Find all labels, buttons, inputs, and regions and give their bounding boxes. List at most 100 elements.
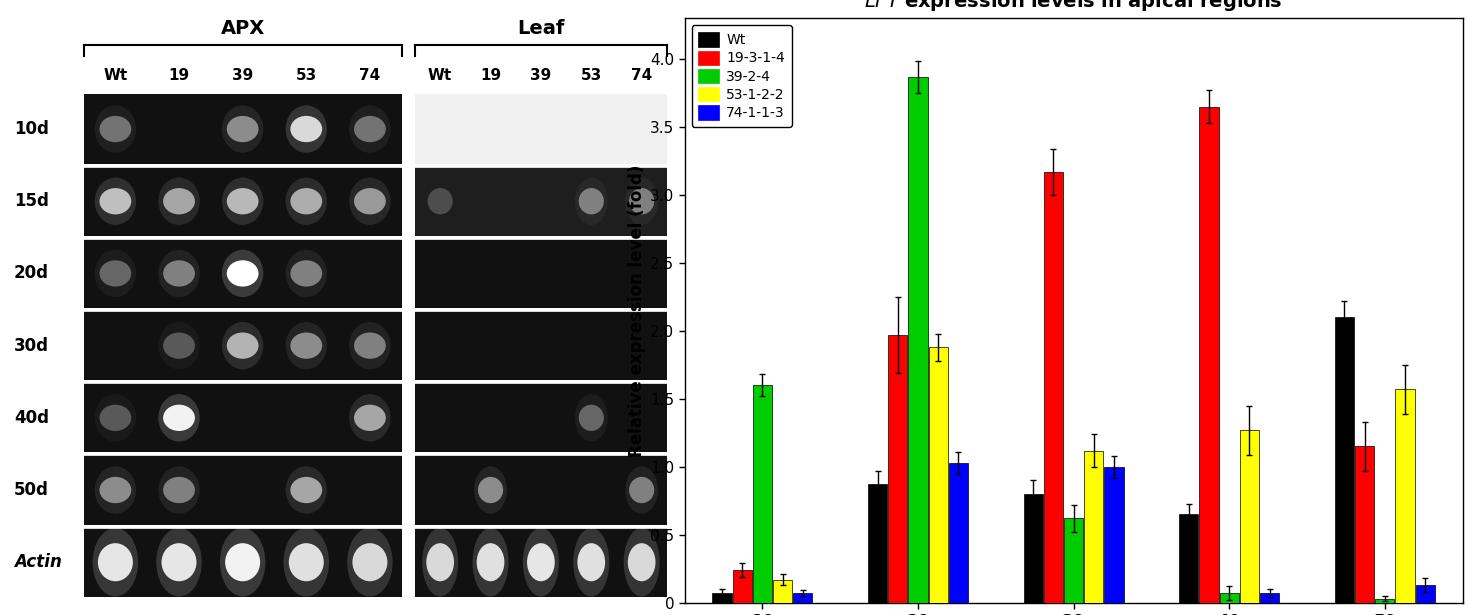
Text: 19: 19 (481, 68, 501, 82)
Bar (84, 528, 401, 597)
Ellipse shape (163, 260, 196, 287)
Text: 30d: 30d (15, 336, 49, 355)
Bar (1220, 593, 1239, 603)
Ellipse shape (629, 477, 654, 503)
Y-axis label: Relative expression level (fold): Relative expression level (fold) (628, 164, 645, 457)
Ellipse shape (350, 178, 391, 225)
Ellipse shape (159, 466, 200, 514)
Ellipse shape (285, 178, 326, 225)
Ellipse shape (226, 333, 259, 359)
Ellipse shape (100, 116, 131, 142)
Ellipse shape (350, 105, 391, 153)
Ellipse shape (100, 477, 131, 503)
Text: 53: 53 (295, 68, 318, 82)
Ellipse shape (159, 178, 200, 225)
Ellipse shape (285, 322, 326, 370)
Ellipse shape (354, 405, 385, 431)
Bar (84, 455, 401, 525)
Bar (1239, 430, 1260, 603)
Bar (1395, 389, 1414, 603)
Bar (415, 455, 667, 525)
Text: 10d: 10d (15, 120, 49, 138)
Ellipse shape (350, 394, 391, 442)
Ellipse shape (579, 188, 604, 215)
Ellipse shape (288, 543, 323, 581)
Ellipse shape (523, 528, 559, 597)
Text: 15d: 15d (15, 192, 49, 210)
Bar (908, 77, 928, 603)
Ellipse shape (428, 188, 453, 215)
Ellipse shape (426, 543, 454, 581)
Ellipse shape (628, 543, 656, 581)
Ellipse shape (94, 178, 137, 225)
Bar (794, 593, 813, 603)
Bar (1044, 172, 1063, 603)
Bar (867, 485, 886, 603)
Ellipse shape (354, 116, 385, 142)
Ellipse shape (159, 394, 200, 442)
Ellipse shape (623, 528, 660, 597)
Ellipse shape (94, 250, 137, 297)
Ellipse shape (528, 543, 554, 581)
Ellipse shape (285, 250, 326, 297)
Bar (1416, 585, 1435, 603)
Bar (732, 570, 751, 603)
Text: Leaf: Leaf (517, 18, 564, 38)
Ellipse shape (353, 543, 388, 581)
Bar (415, 311, 667, 380)
Ellipse shape (162, 543, 197, 581)
Bar (84, 311, 401, 380)
Ellipse shape (475, 466, 507, 514)
Ellipse shape (347, 528, 392, 597)
Ellipse shape (573, 528, 609, 597)
Ellipse shape (225, 543, 260, 581)
Text: 39: 39 (232, 68, 253, 82)
Ellipse shape (220, 528, 266, 597)
Bar (1085, 451, 1104, 603)
Ellipse shape (354, 333, 385, 359)
Bar (415, 239, 667, 308)
Ellipse shape (354, 188, 385, 215)
Bar (1023, 494, 1042, 603)
Ellipse shape (94, 394, 137, 442)
Ellipse shape (100, 188, 131, 215)
Bar (84, 239, 401, 308)
Ellipse shape (222, 250, 263, 297)
Text: 74: 74 (359, 68, 381, 82)
Bar (415, 95, 667, 164)
Bar (948, 462, 969, 603)
Ellipse shape (422, 528, 459, 597)
Ellipse shape (156, 528, 201, 597)
Ellipse shape (575, 394, 607, 442)
Ellipse shape (291, 188, 322, 215)
Ellipse shape (159, 322, 200, 370)
Ellipse shape (94, 466, 137, 514)
Bar (773, 579, 792, 603)
Text: Wt: Wt (103, 68, 128, 82)
Ellipse shape (163, 188, 196, 215)
Bar (713, 593, 732, 603)
Text: 40d: 40d (15, 409, 49, 427)
Bar (929, 347, 948, 603)
Bar (415, 167, 667, 236)
Ellipse shape (98, 543, 132, 581)
Ellipse shape (222, 178, 263, 225)
Bar (415, 528, 667, 597)
Bar (753, 386, 772, 603)
Ellipse shape (93, 528, 138, 597)
Ellipse shape (476, 543, 504, 581)
Bar (888, 335, 907, 603)
Ellipse shape (579, 405, 604, 431)
Bar (84, 167, 401, 236)
Ellipse shape (625, 466, 659, 514)
Text: Wt: Wt (428, 68, 453, 82)
Legend: Wt, 19-3-1-4, 39-2-4, 53-1-2-2, 74-1-1-3: Wt, 19-3-1-4, 39-2-4, 53-1-2-2, 74-1-1-3 (691, 25, 792, 127)
Text: 50d: 50d (15, 481, 49, 499)
Text: 20d: 20d (15, 264, 49, 282)
Ellipse shape (350, 322, 391, 370)
Ellipse shape (284, 528, 329, 597)
Text: APX: APX (220, 18, 265, 38)
Ellipse shape (472, 528, 509, 597)
Ellipse shape (100, 405, 131, 431)
Ellipse shape (226, 260, 259, 287)
